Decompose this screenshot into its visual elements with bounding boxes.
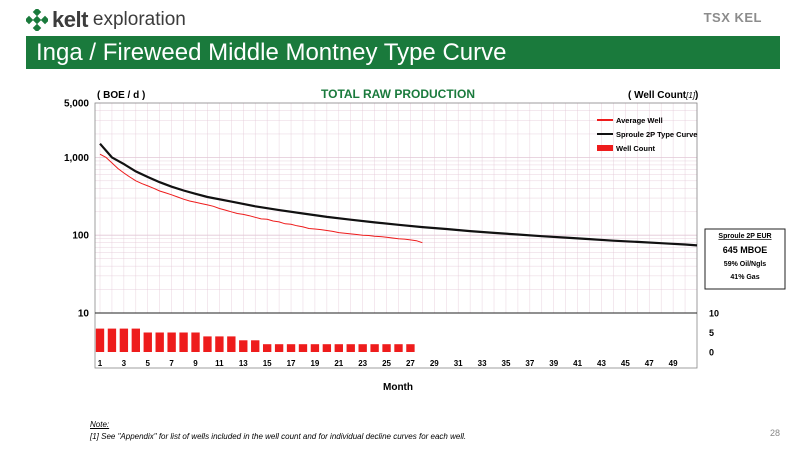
x-axis-label: Month bbox=[383, 382, 413, 393]
well-count-bar bbox=[239, 340, 248, 352]
y2-tick-label: 10 bbox=[709, 309, 719, 319]
y-tick-label: 1,000 bbox=[64, 153, 89, 164]
well-count-bar bbox=[370, 344, 379, 352]
eur-box-title: Sproule 2P EUR bbox=[718, 233, 771, 240]
well-count-bar bbox=[406, 344, 415, 352]
y-tick-label: 5,000 bbox=[64, 99, 89, 110]
x-tick-label: 5 bbox=[146, 359, 151, 368]
y2-tick-label: 0 bbox=[709, 348, 714, 358]
y-axis-right-label-close: ) bbox=[695, 90, 698, 101]
page-title: Inga / Fireweed Middle Montney Type Curv… bbox=[36, 39, 507, 66]
celtic-knot-icon bbox=[26, 9, 48, 31]
x-tick-label: 17 bbox=[287, 359, 296, 368]
x-tick-label: 25 bbox=[382, 359, 391, 368]
well-count-bar bbox=[286, 344, 296, 352]
type-curve-line bbox=[99, 142, 698, 247]
well-count-bar bbox=[298, 344, 308, 352]
average-well-line bbox=[99, 153, 423, 244]
well-count-bar bbox=[155, 332, 164, 352]
x-tick-label: 35 bbox=[502, 359, 511, 368]
x-tick-label: 47 bbox=[645, 359, 654, 368]
x-tick-label: 43 bbox=[597, 359, 606, 368]
well-count-bar bbox=[203, 336, 212, 352]
title-banner: Inga / Fireweed Middle Montney Type Curv… bbox=[26, 36, 780, 69]
kelt-logo: kelt exploration bbox=[26, 7, 186, 33]
x-tick-label: 13 bbox=[239, 359, 248, 368]
footnote-label: Note: bbox=[90, 420, 110, 429]
x-tick-label: 23 bbox=[358, 359, 367, 368]
well-count-bar bbox=[358, 344, 367, 352]
eur-box-frame bbox=[704, 228, 786, 290]
well-count-bar bbox=[334, 344, 343, 352]
plot-frame bbox=[94, 102, 698, 369]
x-tick-label: 19 bbox=[310, 359, 319, 368]
legend-swatch-well-count bbox=[597, 145, 613, 151]
chart-legend: Average Well Sproule 2P Type Curve Well … bbox=[597, 116, 697, 153]
y-tick-label: 100 bbox=[72, 231, 89, 242]
well-count-bar bbox=[95, 328, 105, 352]
eur-box-gas: 41% Gas bbox=[730, 274, 759, 281]
tsx-ticker-logo: TSX KEL bbox=[704, 10, 762, 25]
y2-tick-label: 5 bbox=[709, 328, 714, 338]
x-tick-label: 31 bbox=[454, 359, 463, 368]
well-count-bar bbox=[167, 332, 176, 352]
x-tick-label: 41 bbox=[573, 359, 582, 368]
footnote-text: [1] See "Appendix" for list of wells inc… bbox=[90, 432, 467, 441]
x-tick-label: 21 bbox=[334, 359, 343, 368]
well-count-bar bbox=[143, 332, 152, 352]
well-count-bar bbox=[251, 340, 260, 352]
legend-label-type-curve: Sproule 2P Type Curve bbox=[616, 130, 697, 139]
well-count-bar bbox=[262, 344, 272, 352]
y-tick-label: 10 bbox=[78, 309, 90, 320]
x-tick-label: 3 bbox=[122, 359, 127, 368]
y-axis-right-label-main: ( Well Count bbox=[628, 90, 687, 101]
tsx-ticker-text: TSX KEL bbox=[703, 10, 762, 25]
well-count-bar bbox=[346, 344, 355, 352]
eur-box: Sproule 2P EUR 645 MBOE 59% Oil/Ngls 41%… bbox=[704, 228, 786, 290]
well-count-bar bbox=[227, 336, 236, 352]
well-count-bar bbox=[119, 328, 129, 352]
legend-label-well-count: Well Count bbox=[616, 144, 656, 153]
x-tick-label: 15 bbox=[263, 359, 272, 368]
x-tick-label: 49 bbox=[669, 359, 678, 368]
well-count-bar bbox=[191, 332, 200, 352]
well-count-bar bbox=[215, 336, 224, 352]
page-number: 28 bbox=[769, 428, 780, 438]
x-tick-label: 39 bbox=[549, 359, 558, 368]
x-tick-label: 9 bbox=[193, 359, 198, 368]
chart-title: TOTAL RAW PRODUCTION bbox=[321, 87, 475, 101]
x-tick-label: 7 bbox=[169, 359, 174, 368]
well-count-bars bbox=[95, 328, 415, 352]
well-count-bar bbox=[382, 344, 391, 352]
brand-name: kelt bbox=[52, 7, 88, 32]
x-tick-label: 33 bbox=[478, 359, 487, 368]
well-count-bar bbox=[179, 332, 188, 352]
well-count-bar bbox=[107, 328, 117, 352]
x-tick-label: 45 bbox=[621, 359, 630, 368]
brand-suffix: exploration bbox=[92, 9, 186, 30]
x-tick-label: 27 bbox=[406, 359, 415, 368]
well-count-bar bbox=[394, 344, 403, 352]
legend-label-average-well: Average Well bbox=[616, 116, 663, 125]
y-axis-right-note: [1] bbox=[685, 91, 696, 100]
eur-box-value: 645 MBOE bbox=[723, 245, 768, 255]
well-count-bar bbox=[274, 344, 284, 352]
x-tick-label: 29 bbox=[430, 359, 439, 368]
x-tick-label: 37 bbox=[525, 359, 534, 368]
well-count-bar bbox=[310, 344, 320, 352]
well-count-bar bbox=[131, 328, 140, 352]
eur-box-oil: 59% Oil/Ngls bbox=[724, 261, 767, 268]
x-tick-label: 11 bbox=[215, 359, 224, 368]
y-axis-left-label: ( BOE / d ) bbox=[97, 90, 145, 101]
x-tick-label: 1 bbox=[98, 359, 103, 368]
well-count-bar bbox=[322, 344, 332, 352]
y-axis-right-label: ( Well Count[1]) bbox=[628, 90, 698, 101]
